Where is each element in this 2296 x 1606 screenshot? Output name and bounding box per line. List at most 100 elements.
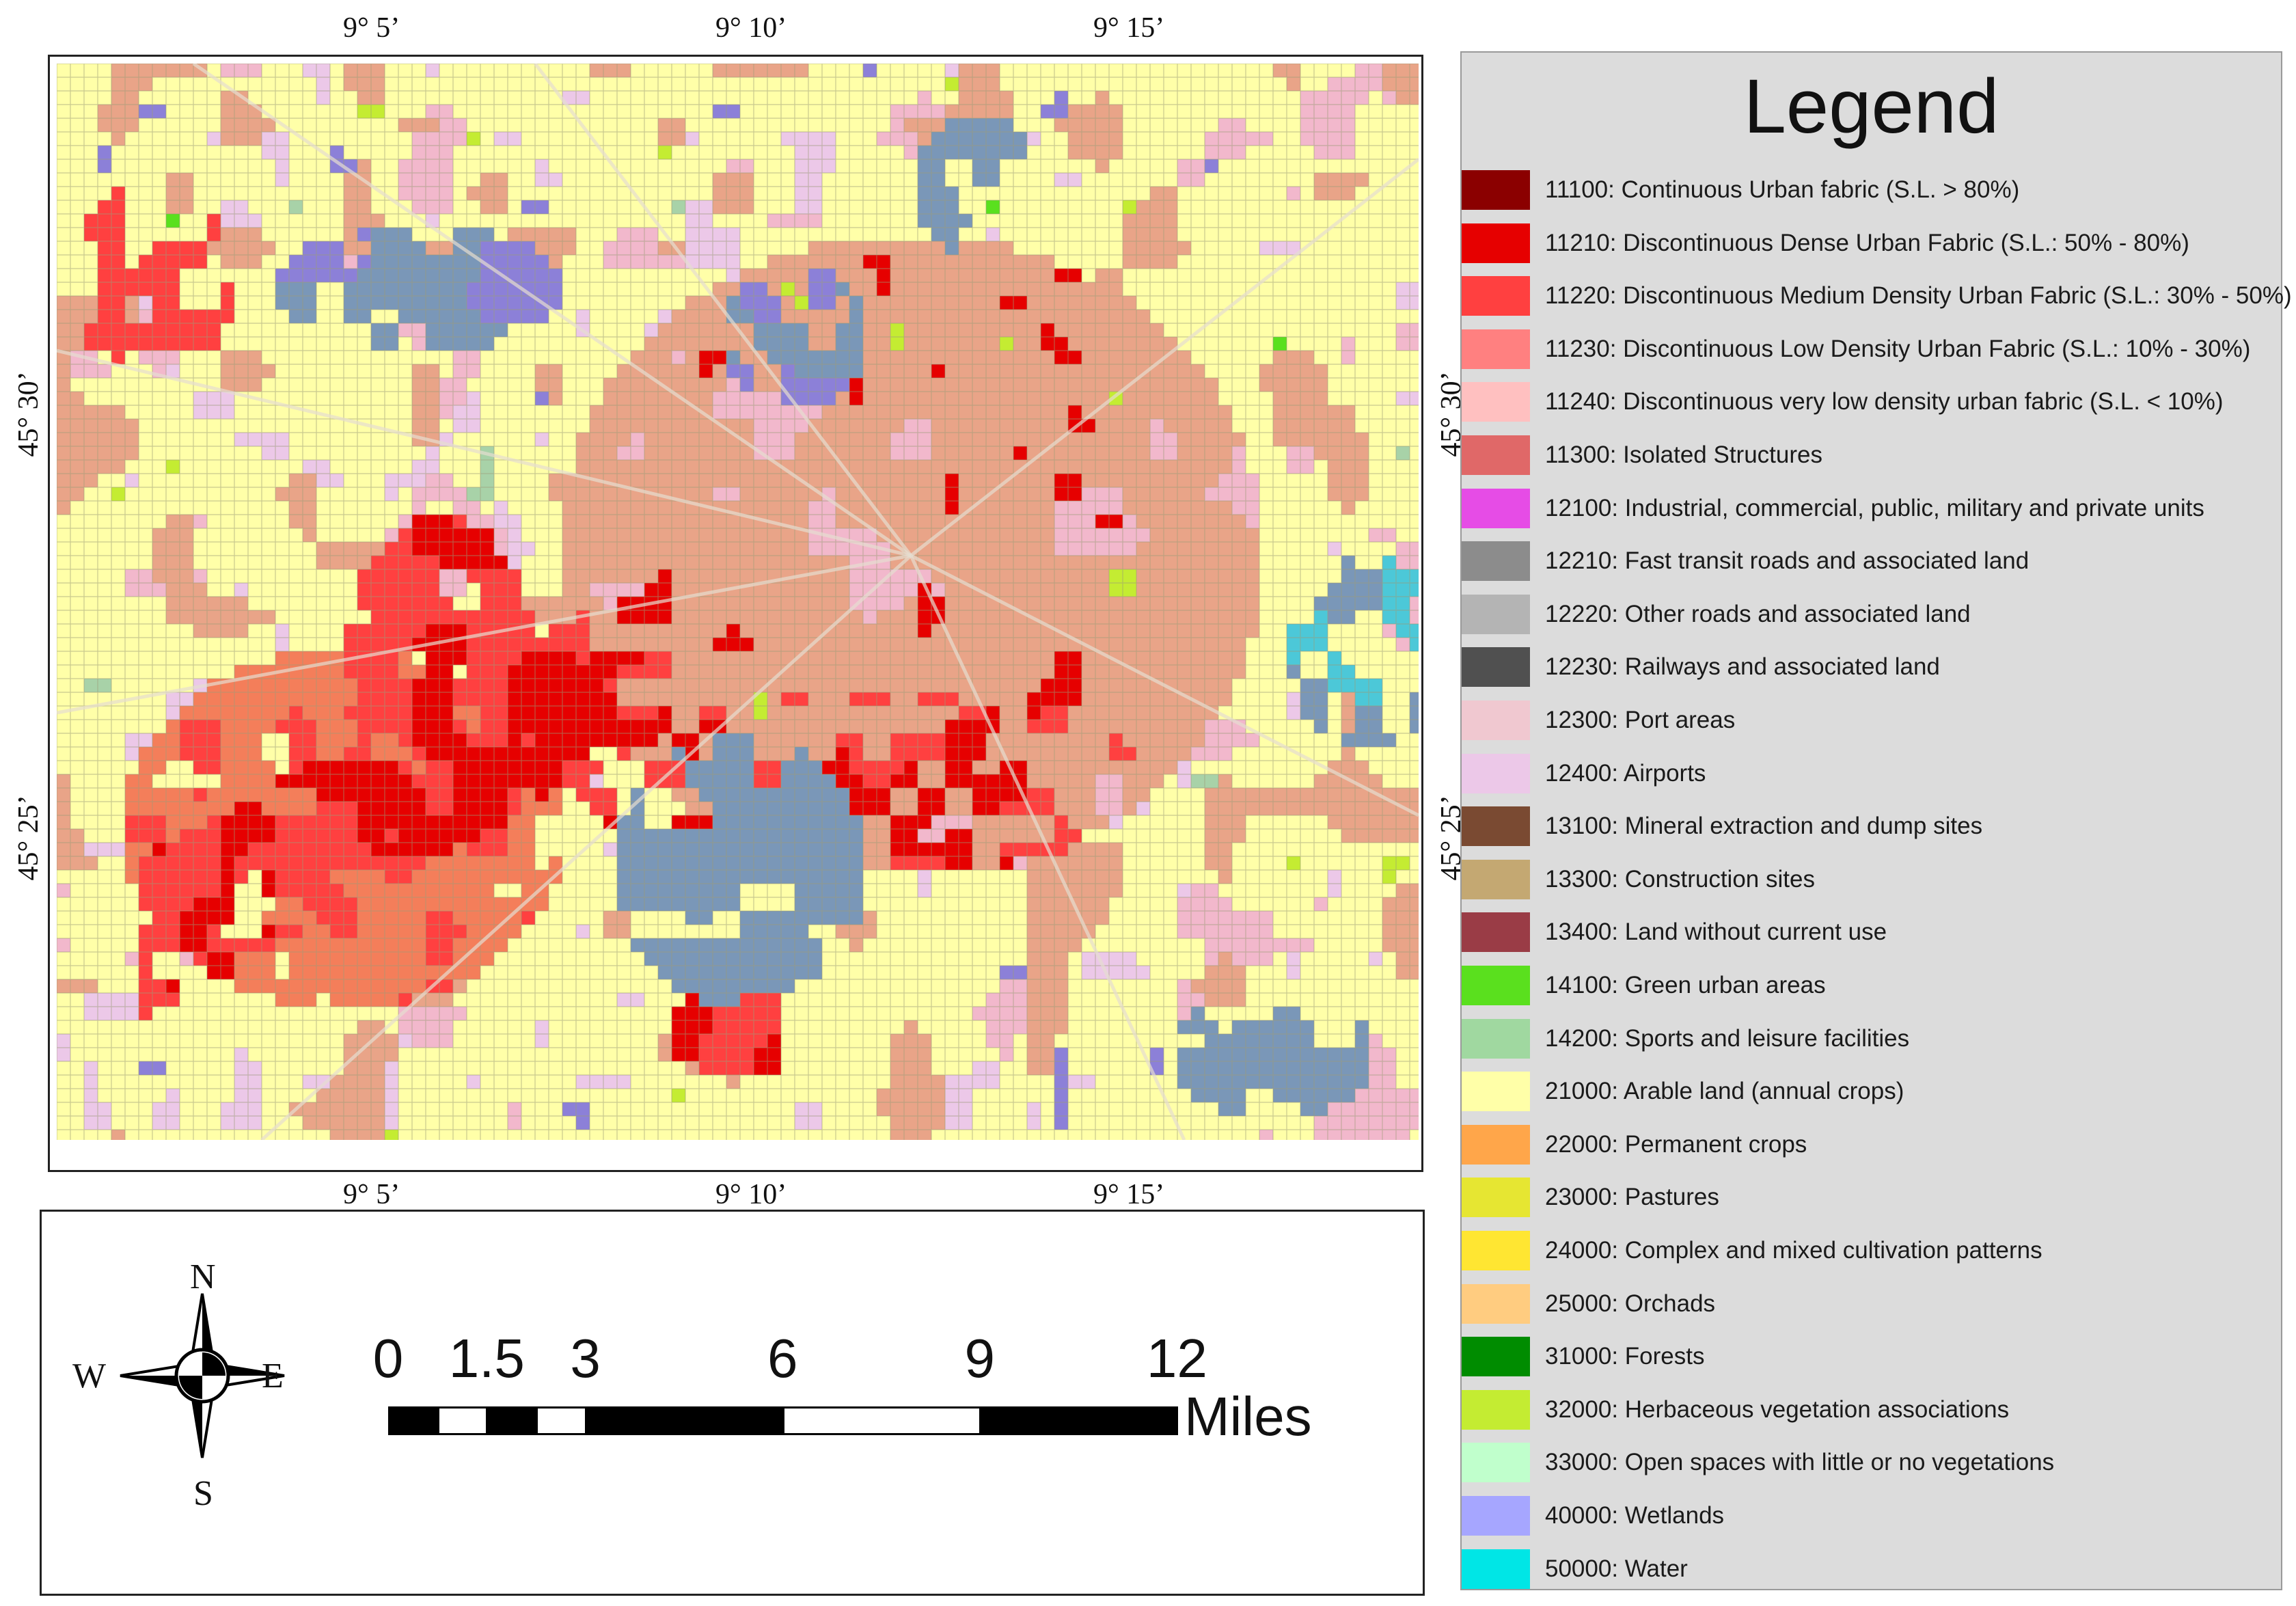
legend-swatch bbox=[1462, 329, 1530, 369]
legend-item: 13400: Land without current use bbox=[1462, 911, 1887, 953]
scale-bar-tick-label: 3 bbox=[570, 1328, 601, 1389]
legend-swatch bbox=[1462, 700, 1530, 740]
legend-item: 31000: Forests bbox=[1462, 1335, 1704, 1378]
scale-bar-segment bbox=[536, 1406, 587, 1435]
legend-item: 11230: Discontinuous Low Density Urban F… bbox=[1462, 328, 2250, 370]
lon-label-top-2: 9° 10’ bbox=[715, 12, 787, 44]
legend-swatch bbox=[1462, 647, 1530, 688]
lat-label-left-1: 45° 30’ bbox=[13, 371, 44, 457]
legend-item: 11100: Continuous Urban fabric (S.L. > 8… bbox=[1462, 169, 2019, 211]
legend-item: 12220: Other roads and associated land bbox=[1462, 593, 1971, 636]
legend-label: 50000: Water bbox=[1545, 1555, 1688, 1582]
legend-item: 40000: Wetlands bbox=[1462, 1495, 1724, 1537]
scale-bar-tick-label: 9 bbox=[964, 1328, 996, 1389]
legend-swatch bbox=[1462, 488, 1530, 528]
legend-item: 50000: Water bbox=[1462, 1548, 1688, 1590]
legend-label: 11210: Discontinuous Dense Urban Fabric … bbox=[1545, 229, 2189, 256]
legend-label: 12220: Other roads and associated land bbox=[1545, 600, 1971, 627]
east-label: E bbox=[262, 1357, 284, 1396]
legend-label: 12230: Railways and associated land bbox=[1545, 653, 1940, 681]
north-arrow bbox=[120, 1293, 285, 1458]
legend-label: 14100: Green urban areas bbox=[1545, 972, 1826, 998]
road-line bbox=[910, 158, 1419, 557]
legend-swatch bbox=[1462, 753, 1530, 793]
scale-bar-segment bbox=[437, 1406, 489, 1435]
legend-item: 22000: Permanent crops bbox=[1462, 1124, 1807, 1166]
road-line bbox=[57, 554, 912, 715]
legend-label: 22000: Permanent crops bbox=[1545, 1130, 1807, 1158]
legend-item: 13100: Mineral extraction and dump sites bbox=[1462, 805, 1982, 847]
legend-swatch bbox=[1462, 1389, 1530, 1430]
legend-item: 12400: Airports bbox=[1462, 752, 1706, 795]
land-cover-cells bbox=[57, 64, 1419, 1140]
lon-label-bottom-3: 9° 15’ bbox=[1093, 1179, 1165, 1210]
legend-item: 25000: Orchads bbox=[1462, 1283, 1715, 1325]
road-line bbox=[534, 64, 912, 557]
legend-item: 32000: Herbaceous vegetation association… bbox=[1462, 1389, 2009, 1431]
scale-panel: N S W E 0 1.5 3 6 9 12 Miles bbox=[40, 1210, 1425, 1596]
grid-lines bbox=[57, 64, 1419, 1140]
legend-label: 33000: Open spaces with little or no veg… bbox=[1545, 1449, 2055, 1476]
legend-swatch bbox=[1462, 1549, 1530, 1589]
legend-item: 11210: Discontinuous Dense Urban Fabric … bbox=[1462, 222, 2189, 264]
scale-bar-segment bbox=[782, 1406, 981, 1435]
legend-swatch bbox=[1462, 1443, 1530, 1483]
legend-label: 40000: Wetlands bbox=[1545, 1502, 1725, 1529]
scale-bar-segment bbox=[388, 1406, 439, 1435]
legend-swatch bbox=[1462, 1072, 1530, 1112]
legend-swatch bbox=[1462, 541, 1530, 582]
legend-item: 21000: Arable land (annual crops) bbox=[1462, 1070, 1904, 1113]
legend-swatch bbox=[1462, 594, 1530, 634]
scale-bar-tick-label: 1.5 bbox=[448, 1328, 525, 1389]
legend-label: 31000: Forests bbox=[1545, 1343, 1705, 1370]
map-frame bbox=[48, 55, 1423, 1172]
west-label: W bbox=[72, 1357, 107, 1396]
legend-title: Legend bbox=[1743, 64, 1999, 149]
scale-bar-segment bbox=[585, 1406, 784, 1435]
legend-label: 21000: Arable land (annual crops) bbox=[1545, 1078, 1904, 1105]
scale-bar-tick-label: 12 bbox=[1146, 1328, 1207, 1389]
legend-label: 24000: Complex and mixed cultivation pat… bbox=[1545, 1237, 2042, 1264]
legend-item: 24000: Complex and mixed cultivation pat… bbox=[1462, 1229, 2042, 1272]
legend-item: 14200: Sports and leisure facilities bbox=[1462, 1018, 1909, 1060]
legend-label: 12400: Airports bbox=[1545, 759, 1706, 787]
legend-item: 33000: Open spaces with little or no veg… bbox=[1462, 1441, 2054, 1484]
legend-swatch bbox=[1462, 1178, 1530, 1218]
scale-bar-tick-label: 6 bbox=[767, 1328, 798, 1389]
lon-label-top-3: 9° 15’ bbox=[1093, 12, 1165, 44]
road-line bbox=[910, 554, 1419, 817]
land-cover-map bbox=[57, 64, 1419, 1140]
legend-swatch bbox=[1462, 170, 1530, 210]
road-line bbox=[192, 64, 912, 558]
road-line bbox=[57, 349, 912, 558]
scale-bar-tick-label: 0 bbox=[372, 1328, 404, 1389]
legend-swatch bbox=[1462, 859, 1530, 899]
legend-swatch bbox=[1462, 1231, 1530, 1270]
legend-swatch bbox=[1462, 1283, 1530, 1324]
legend-item: 23000: Pastures bbox=[1462, 1176, 1719, 1219]
scale-bar-unit: Miles bbox=[1184, 1386, 1312, 1447]
legend-label: 13400: Land without current use bbox=[1545, 918, 1887, 946]
legend-item: 12230: Railways and associated land bbox=[1462, 646, 1940, 688]
south-label: S bbox=[193, 1474, 213, 1513]
legend-item: 11300: Isolated Structures bbox=[1462, 434, 1822, 476]
legend-item: 14100: Green urban areas bbox=[1462, 964, 1826, 1007]
legend-swatch bbox=[1462, 1337, 1530, 1377]
lon-label-bottom-2: 9° 10’ bbox=[715, 1179, 787, 1210]
legend-label: 11100: Continuous Urban fabric (S.L. > 8… bbox=[1545, 176, 2020, 203]
legend-swatch bbox=[1462, 966, 1530, 1005]
north-label: N bbox=[190, 1257, 216, 1296]
lon-label-bottom-1: 9° 5’ bbox=[343, 1179, 400, 1210]
legend-label: 23000: Pastures bbox=[1545, 1184, 1719, 1211]
legend-label: 12100: Industrial, commercial, public, m… bbox=[1545, 494, 2204, 521]
legend-label: 13300: Construction sites bbox=[1545, 865, 1815, 893]
scale-bar-segment bbox=[979, 1406, 1179, 1435]
legend-item: 13300: Construction sites bbox=[1462, 858, 1815, 901]
scale-bar-segment bbox=[487, 1406, 538, 1435]
legend-swatch bbox=[1462, 223, 1530, 263]
legend-swatch bbox=[1462, 276, 1530, 316]
legend-swatch bbox=[1462, 806, 1530, 847]
legend-item: 12300: Port areas bbox=[1462, 699, 1735, 741]
legend-swatch bbox=[1462, 1124, 1530, 1165]
legend-swatch bbox=[1462, 1496, 1530, 1536]
